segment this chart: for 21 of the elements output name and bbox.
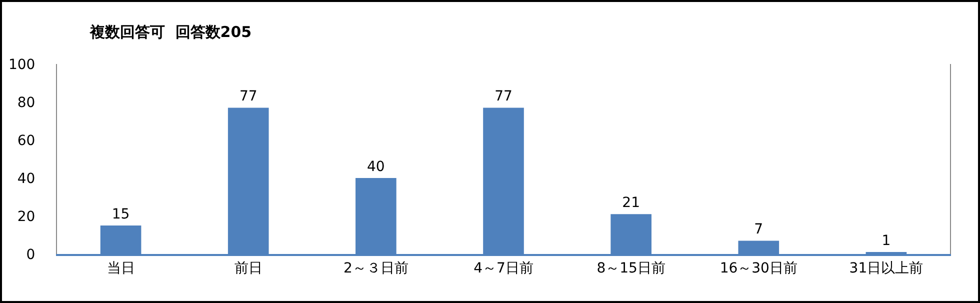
y-tick-label: 0 (26, 246, 36, 263)
y-tick-label: 20 (17, 208, 36, 225)
x-tick-label: 8～15日前 (596, 260, 666, 277)
y-tick-label: 40 (17, 170, 36, 187)
data-label: 1 (882, 233, 891, 249)
x-tick-label: 当日 (106, 260, 135, 277)
chart-title: 複数回答可 回答数205 (88, 23, 252, 42)
x-tick-label: 前日 (234, 260, 262, 277)
y-tick-label: 60 (17, 132, 36, 149)
x-tick-label: 31日以上前 (849, 260, 924, 277)
x-tick-label: 2～３日前 (343, 260, 408, 277)
data-label: 7 (754, 222, 764, 238)
data-label: 77 (494, 88, 512, 105)
data-label: 40 (367, 159, 385, 175)
y-tick-label: 80 (17, 94, 36, 111)
data-label: 21 (622, 195, 640, 212)
data-label: 15 (112, 206, 130, 222)
y-tick-label: 100 (8, 56, 36, 73)
data-label: 77 (239, 88, 258, 105)
x-tick-label: 4～7日前 (474, 260, 534, 277)
x-tick-label: 16～30日前 (720, 260, 798, 277)
